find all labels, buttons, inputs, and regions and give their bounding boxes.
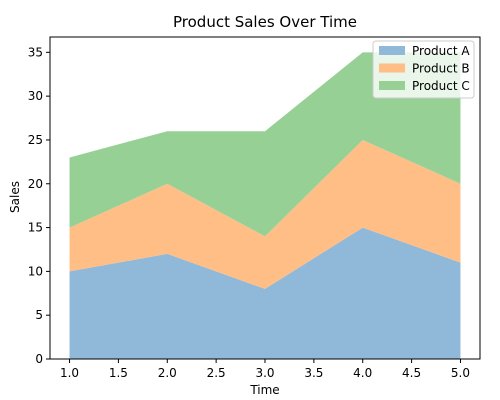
y-tick-label: 30 <box>28 89 43 103</box>
area-series-1 <box>69 227 461 359</box>
x-tick-label: 5.0 <box>451 366 470 380</box>
x-tick-label: 2.5 <box>207 366 226 380</box>
x-axis-label: Time <box>249 383 279 397</box>
legend: Product A Product B Product C <box>372 40 475 99</box>
x-tick-label: 4.5 <box>402 366 421 380</box>
y-axis-label: Sales <box>8 181 22 213</box>
y-tick-label: 15 <box>28 221 43 235</box>
x-tick-label: 4.0 <box>353 366 372 380</box>
x-tick-label: 2.0 <box>158 366 177 380</box>
y-axis: 0 5 10 15 20 25 30 35 <box>28 45 50 366</box>
y-tick-label: 25 <box>28 133 43 147</box>
x-tick-label: 3.5 <box>304 366 323 380</box>
legend-label-1: Product A <box>412 44 470 58</box>
legend-label-3: Product C <box>412 79 470 93</box>
y-tick-label: 20 <box>28 177 43 191</box>
legend-label-2: Product B <box>412 62 470 76</box>
x-tick-label: 1.5 <box>109 366 128 380</box>
x-tick-label: 1.0 <box>60 366 79 380</box>
area-series-2 <box>69 139 461 289</box>
y-tick-label: 5 <box>35 308 43 322</box>
legend-swatch-2 <box>379 63 405 73</box>
chart-title: Product Sales Over Time <box>173 13 357 31</box>
x-tick-label: 3.0 <box>255 366 274 380</box>
y-tick-label: 0 <box>35 352 43 366</box>
x-axis: 1.0 1.5 2.0 2.5 3.0 3.5 4.0 4.5 5.0 <box>60 359 470 380</box>
legend-swatch-3 <box>379 81 405 90</box>
y-tick-label: 35 <box>28 45 43 59</box>
y-tick-label: 10 <box>28 264 43 278</box>
legend-swatch-1 <box>379 46 405 55</box>
area-series-3 <box>69 52 461 237</box>
area-layer <box>69 52 461 359</box>
